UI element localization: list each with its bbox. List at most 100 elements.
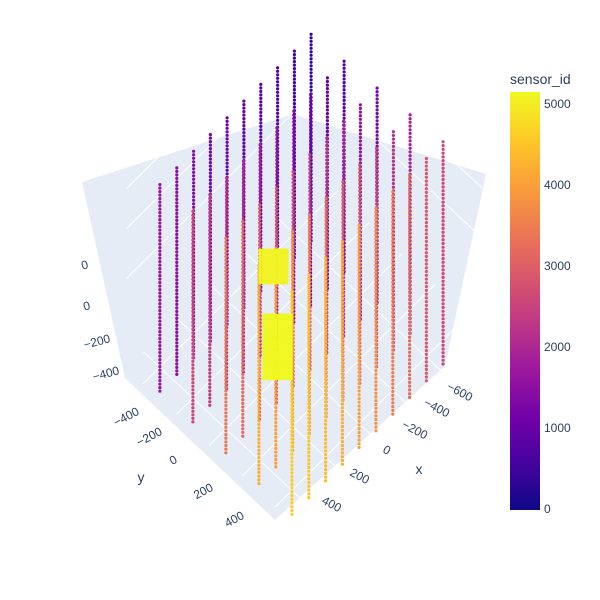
sensor-point — [291, 217, 295, 221]
sensor-point — [285, 272, 289, 276]
sensor-point — [358, 185, 362, 189]
sensor-point — [324, 219, 328, 223]
sensor-point — [175, 218, 179, 222]
sensor-point — [208, 133, 212, 137]
sensor-point — [191, 370, 195, 374]
sensor-point — [257, 433, 261, 437]
sensor-point — [258, 261, 262, 265]
sensor-point — [290, 426, 294, 430]
sensor-point — [441, 317, 445, 321]
sensor-point — [375, 93, 379, 97]
sensor-point — [241, 394, 245, 398]
sensor-point — [391, 141, 395, 145]
sensor-point — [408, 177, 412, 181]
sensor-point — [283, 342, 287, 346]
sensor-point — [424, 300, 428, 304]
sensor-point — [175, 173, 179, 177]
sensor-point — [441, 215, 445, 219]
sensor-point — [175, 204, 179, 208]
sensor-point — [276, 281, 280, 285]
sensor-point — [289, 342, 293, 346]
sensor-point — [275, 172, 279, 176]
sensor-point — [158, 375, 162, 379]
sensor-point — [267, 270, 271, 274]
sensor-point — [268, 333, 272, 337]
sensor-point — [265, 357, 269, 361]
sensor-point — [241, 281, 245, 286]
sensor-point — [274, 212, 278, 216]
sensor-point — [408, 245, 412, 249]
sensor-point — [289, 335, 293, 339]
sensor-point — [276, 252, 280, 256]
sensor-point — [408, 256, 412, 260]
sensor-point — [271, 364, 275, 368]
sensor-point — [259, 82, 263, 86]
sensor-point — [276, 248, 280, 252]
sensor-point — [441, 174, 445, 178]
sensor-point — [275, 154, 279, 159]
sensor-point — [291, 209, 295, 214]
sensor-point — [391, 130, 395, 134]
sensor-point — [391, 144, 395, 149]
sensor-point — [224, 302, 228, 306]
sensor-point — [192, 170, 196, 174]
sensor-point — [241, 354, 245, 358]
sensor-point — [408, 365, 412, 369]
sensor-point — [375, 90, 379, 94]
sensor-point — [292, 91, 296, 95]
sensor-point — [257, 445, 261, 449]
sensor-point — [270, 250, 274, 254]
z-axis-ticks: 0 0 −200 −400 — [80, 257, 121, 384]
sensor-point — [277, 357, 281, 361]
sensor-point — [261, 281, 265, 285]
sensor-point — [289, 348, 293, 352]
sensor-point — [277, 370, 281, 374]
sensor-point — [208, 261, 212, 265]
sensor-point — [289, 317, 293, 321]
sensor-point — [324, 355, 328, 359]
sensor-point — [258, 143, 262, 147]
sensor-point — [391, 178, 395, 182]
sensor-point — [324, 388, 328, 393]
sensor-point — [289, 359, 293, 363]
sensor-point — [391, 201, 395, 205]
sensor-point — [208, 253, 212, 257]
sensor-point — [441, 204, 445, 208]
sensor-point — [342, 63, 346, 67]
sensor-point — [258, 150, 262, 154]
sensor-point — [274, 309, 278, 314]
sensor-point — [408, 282, 412, 286]
sensor-point — [307, 239, 311, 243]
sensor-point — [265, 350, 269, 354]
sensor-point — [290, 403, 294, 407]
sensor-point — [224, 313, 228, 317]
sensor-point — [290, 467, 294, 471]
sensor-point — [290, 429, 294, 434]
sensor-point — [441, 189, 445, 193]
sensor-point — [324, 204, 328, 208]
sensor-point — [391, 303, 395, 307]
sensor-point — [290, 388, 294, 392]
sensor-point — [191, 277, 195, 281]
sensor-point — [286, 350, 290, 354]
sensor-point — [268, 320, 272, 324]
sensor-point — [270, 277, 274, 281]
sensor-point — [309, 57, 313, 61]
sensor-point — [175, 239, 179, 243]
sensor-point — [273, 257, 277, 261]
sensor-point — [391, 254, 395, 258]
sensor-point — [357, 276, 361, 280]
wall-gridline — [322, 0, 486, 151]
sensor-point — [241, 263, 245, 267]
sensor-point — [308, 175, 312, 179]
sensor-point — [341, 198, 345, 202]
sensor-point — [424, 307, 428, 311]
sensor-point — [391, 235, 395, 239]
sensor-point — [408, 279, 412, 283]
sensor-point — [257, 341, 261, 345]
sensor-point — [307, 288, 311, 293]
sensor-point — [374, 274, 378, 278]
sensor-point — [391, 258, 395, 262]
sensor-point — [342, 167, 346, 171]
sensor-point — [274, 328, 278, 332]
